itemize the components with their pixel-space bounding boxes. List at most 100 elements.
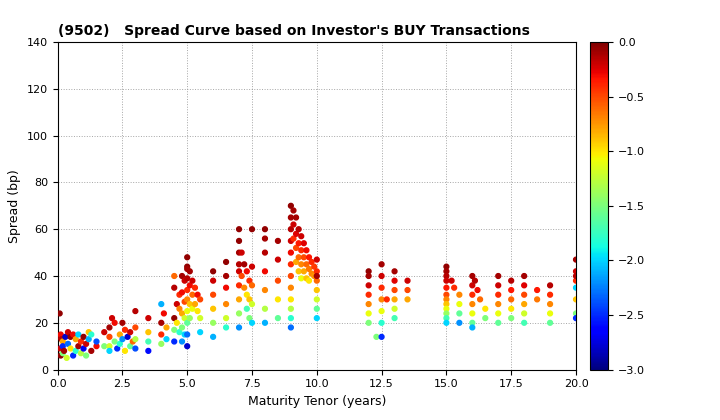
Point xyxy=(306,270,318,277)
Point xyxy=(363,291,374,298)
Point xyxy=(83,336,94,343)
Point xyxy=(194,296,206,303)
Point xyxy=(156,331,167,338)
Point xyxy=(104,343,115,349)
Point xyxy=(184,301,196,307)
Point xyxy=(220,273,232,279)
Point xyxy=(518,301,530,307)
Point xyxy=(220,284,232,291)
Point xyxy=(125,329,136,336)
Point xyxy=(181,331,193,338)
Point xyxy=(285,249,297,256)
Point xyxy=(363,273,374,279)
Point xyxy=(303,254,315,261)
Point xyxy=(171,320,183,326)
Point xyxy=(474,296,486,303)
Point xyxy=(143,347,154,354)
Point xyxy=(246,320,258,326)
Point xyxy=(54,310,66,317)
Point xyxy=(73,343,84,349)
Point xyxy=(130,336,141,343)
Point xyxy=(127,338,138,345)
Point xyxy=(301,247,312,254)
Point xyxy=(285,284,297,291)
Point xyxy=(117,320,128,326)
Point xyxy=(65,345,76,352)
Point xyxy=(467,282,478,289)
Point xyxy=(308,263,320,270)
Point xyxy=(402,296,413,303)
Point xyxy=(104,347,115,354)
Point xyxy=(272,296,284,303)
Point xyxy=(91,338,102,345)
Point xyxy=(220,324,232,331)
Point xyxy=(480,315,491,321)
Point xyxy=(58,347,70,354)
Point xyxy=(389,287,400,294)
Point xyxy=(207,277,219,284)
Point xyxy=(311,277,323,284)
Point xyxy=(81,352,92,359)
Point xyxy=(518,282,530,289)
Point xyxy=(143,315,154,321)
Point xyxy=(288,235,300,242)
Point xyxy=(181,343,193,349)
Point xyxy=(467,324,478,331)
Point xyxy=(467,310,478,317)
Point xyxy=(290,214,302,221)
Point xyxy=(179,298,190,305)
Point xyxy=(181,254,193,261)
Point xyxy=(243,315,255,321)
Point xyxy=(176,273,188,279)
Point xyxy=(70,347,81,354)
Point xyxy=(570,310,582,317)
Point xyxy=(55,331,66,338)
Point xyxy=(376,261,387,268)
Point xyxy=(104,324,115,331)
Point xyxy=(78,345,89,352)
Point xyxy=(454,301,465,307)
Point xyxy=(467,273,478,279)
Point xyxy=(376,296,387,303)
Point xyxy=(83,329,94,336)
Point xyxy=(295,261,307,268)
Point xyxy=(143,329,154,336)
Point xyxy=(158,310,170,317)
Point xyxy=(243,277,255,284)
Point xyxy=(285,273,297,279)
Point xyxy=(454,291,465,298)
Point xyxy=(492,282,504,289)
Point xyxy=(441,301,452,307)
Point xyxy=(311,268,323,275)
Point xyxy=(233,226,245,233)
Point xyxy=(161,324,172,331)
Point xyxy=(570,284,582,291)
Point xyxy=(57,338,68,345)
Point xyxy=(168,284,180,291)
Point xyxy=(109,320,120,326)
Text: (9502)   Spread Curve based on Investor's BUY Transactions: (9502) Spread Curve based on Investor's … xyxy=(58,24,529,38)
Point xyxy=(290,244,302,251)
Point xyxy=(363,310,374,317)
Point xyxy=(544,301,556,307)
Point xyxy=(75,350,86,357)
Point xyxy=(363,320,374,326)
Point xyxy=(114,331,125,338)
Point xyxy=(467,301,478,307)
Point xyxy=(179,277,190,284)
Point xyxy=(207,320,219,326)
Point xyxy=(189,301,201,307)
Point xyxy=(311,305,323,312)
Point xyxy=(117,336,128,343)
Point xyxy=(272,238,284,244)
X-axis label: Maturity Tenor (years): Maturity Tenor (years) xyxy=(248,395,386,408)
Point xyxy=(505,305,517,312)
Point xyxy=(544,291,556,298)
Point xyxy=(389,296,400,303)
Point xyxy=(311,273,323,279)
Point xyxy=(570,277,582,284)
Point xyxy=(290,259,302,265)
Point xyxy=(285,238,297,244)
Point xyxy=(544,282,556,289)
Point xyxy=(181,296,193,303)
